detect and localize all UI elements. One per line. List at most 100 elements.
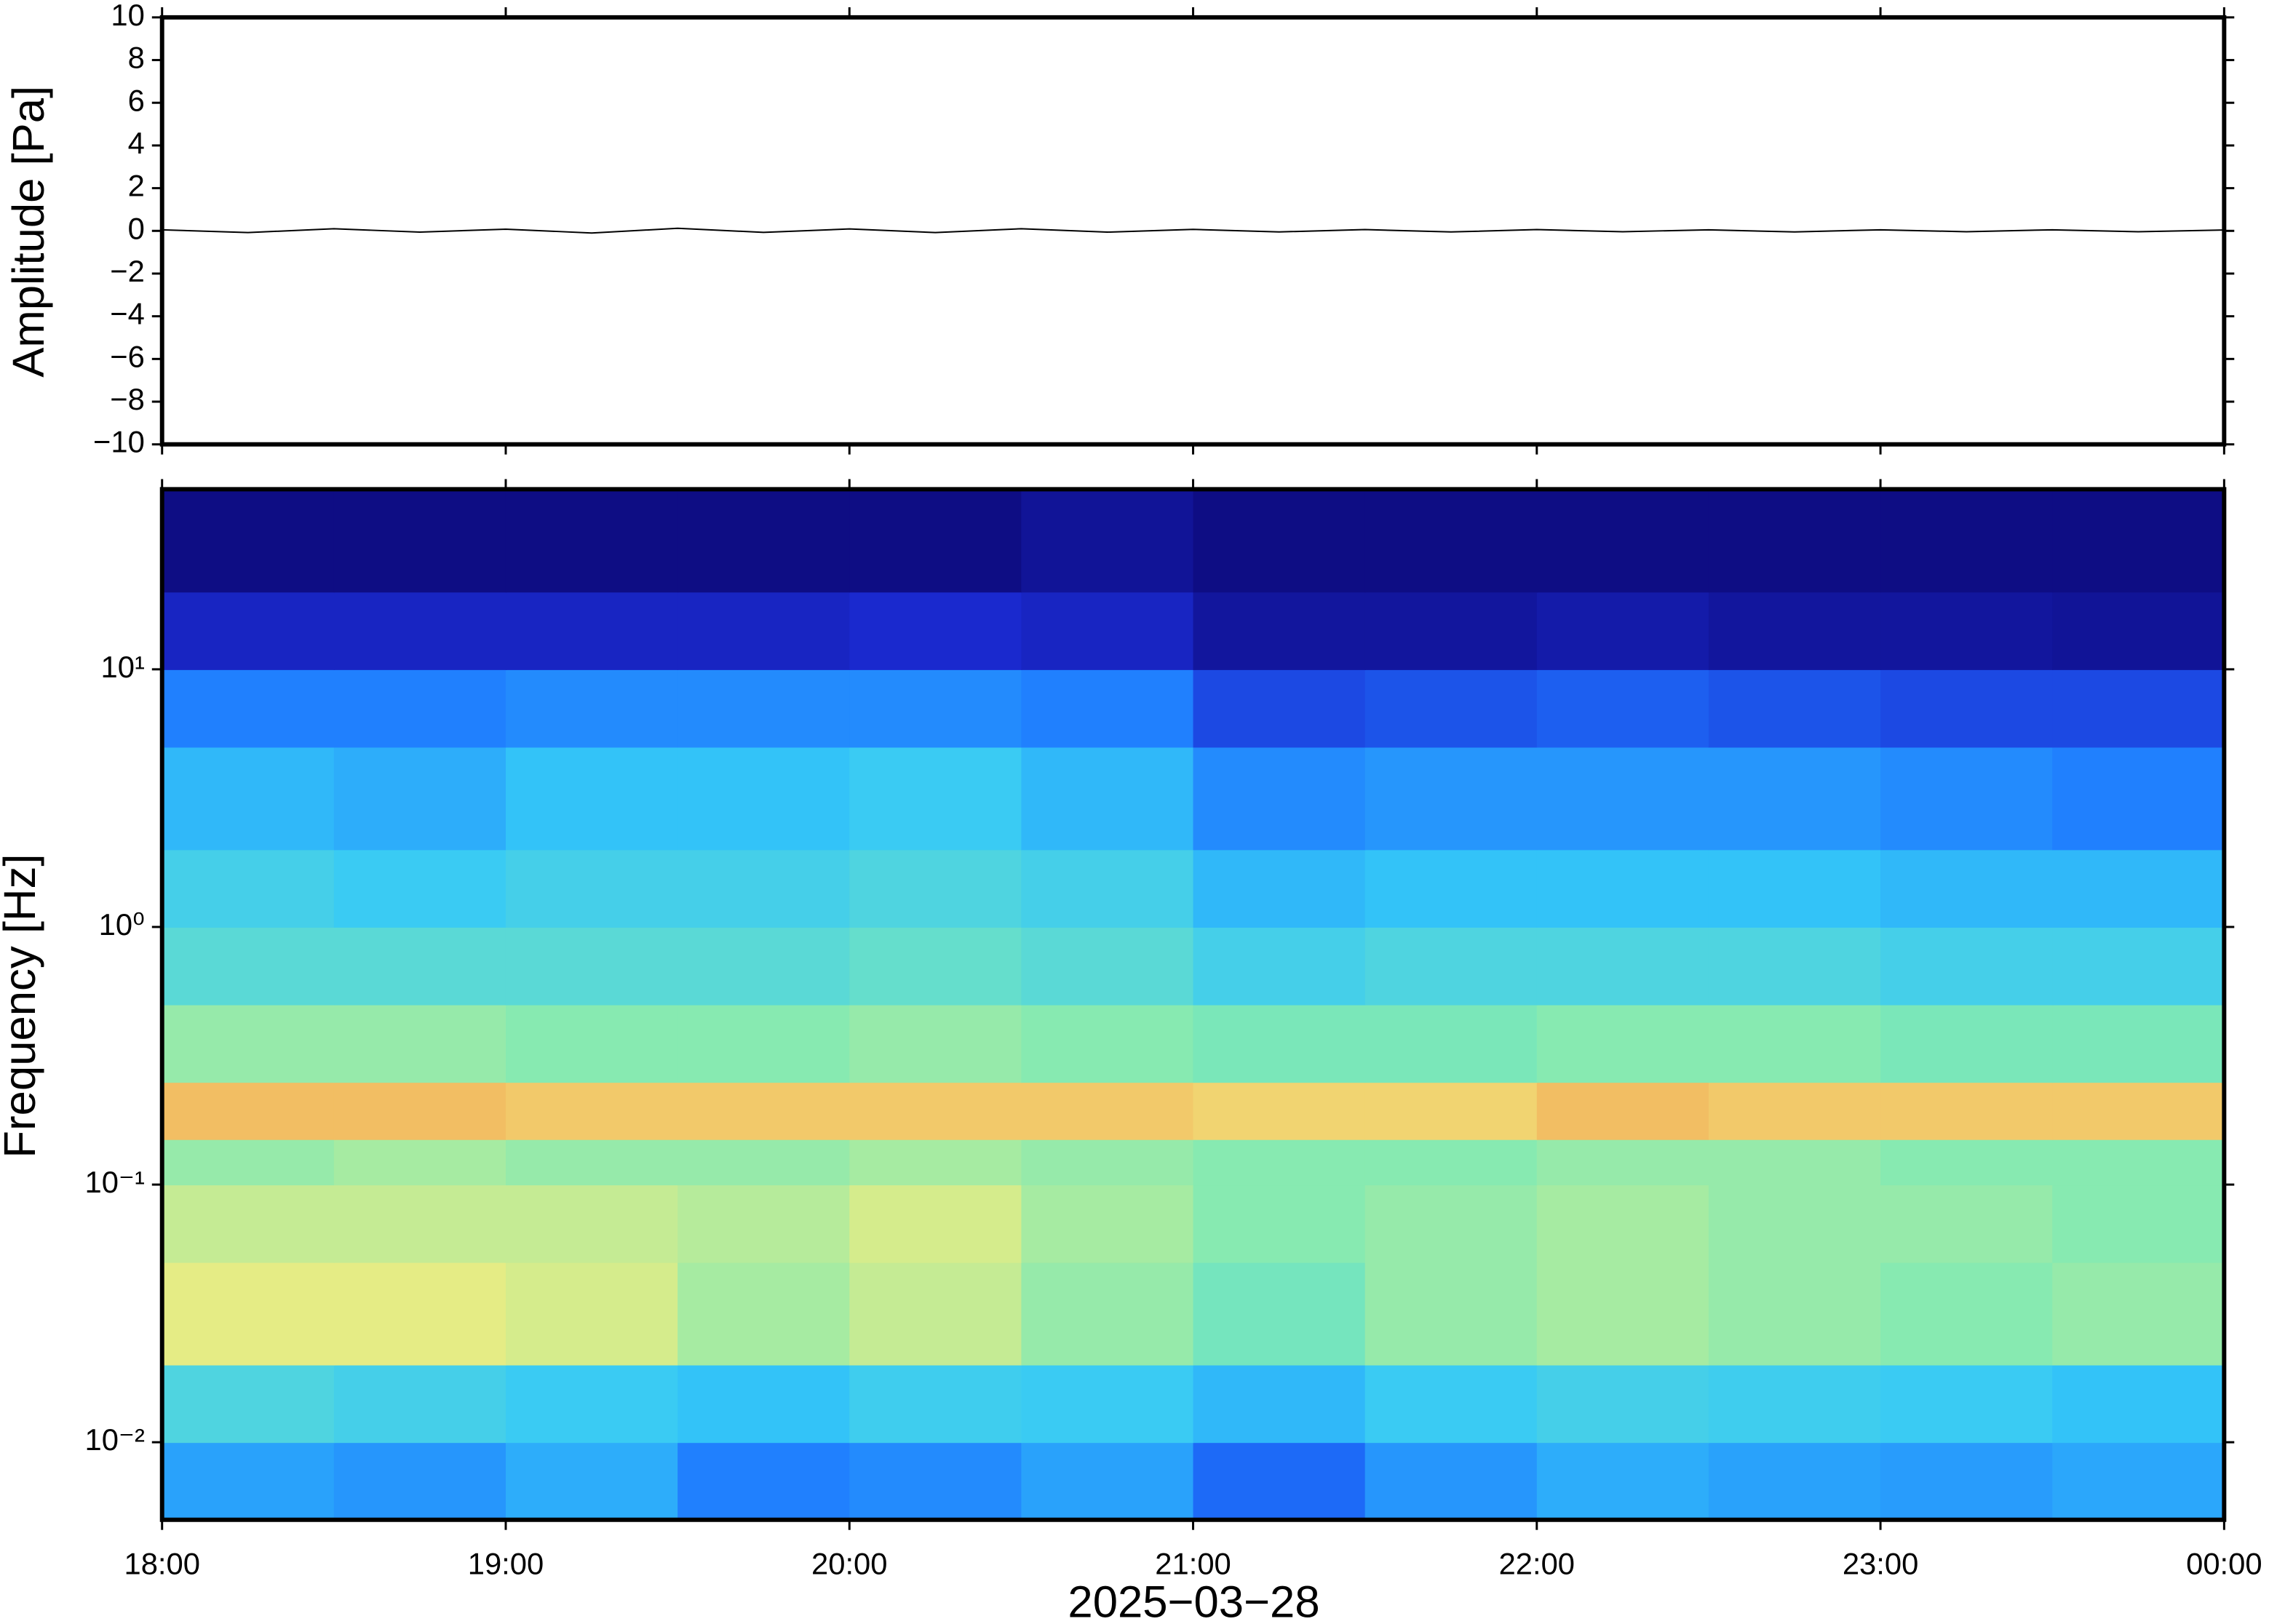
- spectrogram-cell: [1536, 669, 1709, 748]
- spectrogram-cell: [162, 669, 335, 748]
- y-axis-label: Amplitude [Pa]: [4, 86, 54, 378]
- spectrogram-cell: [333, 1139, 506, 1186]
- x-tick-label: 22:00: [1499, 1546, 1575, 1580]
- spectrogram-cell: [505, 1262, 679, 1366]
- spectrogram-cell: [1193, 849, 1366, 928]
- spectrogram-cell: [333, 1442, 506, 1521]
- spectrogram-cell: [1880, 926, 2054, 1006]
- spectrogram-cell: [162, 592, 335, 670]
- y-tick-label: 2: [128, 169, 145, 203]
- spectrogram-cell: [677, 1442, 851, 1521]
- spectrogram-cell: [849, 669, 1022, 748]
- y-tick-label: 8: [128, 41, 145, 75]
- spectrogram-cell: [1536, 1139, 1709, 1186]
- spectrogram-cell: [333, 1004, 506, 1083]
- spectrogram-cell: [677, 849, 851, 928]
- spectrogram-cell: [333, 489, 506, 593]
- spectrogram-cell: [849, 1139, 1022, 1186]
- spectrogram-cell: [1021, 926, 1194, 1006]
- spectrogram-cell: [1880, 669, 2054, 748]
- spectrogram-cell: [2052, 1442, 2225, 1521]
- spectrogram-cell: [1364, 849, 1538, 928]
- spectrogram-cell: [1536, 1442, 1709, 1521]
- spectrogram-cell: [162, 926, 335, 1006]
- y-tick-label: 10⁰: [99, 907, 145, 942]
- spectrogram-cell: [1536, 489, 1709, 593]
- spectrogram-cell: [505, 1364, 679, 1444]
- spectrogram-cell: [2052, 747, 2225, 851]
- spectrogram-cell: [1536, 1364, 1709, 1444]
- spectrogram-cell: [1708, 926, 1882, 1006]
- spectrogram-cell: [1021, 849, 1194, 928]
- spectrogram-cell: [333, 926, 506, 1006]
- spectrogram-cell: [333, 592, 506, 670]
- spectrogram-cell: [1364, 1082, 1538, 1140]
- spectrogram-cell: [505, 926, 679, 1006]
- spectrogram-cell: [1021, 1082, 1194, 1140]
- spectrogram-cell: [2052, 1364, 2225, 1444]
- spectrogram-cell: [1536, 849, 1709, 928]
- spectrogram-cell: [849, 1262, 1022, 1366]
- y-tick-label: −8: [110, 382, 145, 416]
- spectrogram-cell: [849, 1082, 1022, 1140]
- spectrogram-cell: [505, 592, 679, 670]
- spectrogram-cell: [162, 849, 335, 928]
- spectrogram-cell: [505, 489, 679, 593]
- spectrogram-cell: [1193, 1082, 1366, 1140]
- spectrogram-cell: [2052, 849, 2225, 928]
- y-tick-label: 10¹: [101, 650, 145, 684]
- spectrogram-cell: [1021, 747, 1194, 851]
- spectrogram-cell: [1364, 1004, 1538, 1083]
- x-tick-label: 19:00: [468, 1546, 544, 1580]
- y-axis-label: Frequency [Hz]: [0, 854, 45, 1158]
- spectrogram-cell: [1708, 1139, 1882, 1186]
- spectrogram-cell: [677, 592, 851, 670]
- spectrogram-cell: [1364, 1364, 1538, 1444]
- spectrogram-cell: [1880, 1082, 2054, 1140]
- spectrogram-cell: [162, 1262, 335, 1366]
- spectrogram-cell: [333, 1185, 506, 1263]
- spectrogram-cell: [1021, 1139, 1194, 1186]
- spectrogram-cell: [1021, 489, 1194, 593]
- y-tick-label: 4: [128, 126, 145, 160]
- x-tick-label: 18:00: [124, 1546, 199, 1580]
- spectrogram-cell: [1021, 1262, 1194, 1366]
- spectrogram-cell: [1193, 489, 1366, 593]
- y-tick-label: 0: [128, 211, 145, 245]
- spectrogram-cell: [1708, 1442, 1882, 1521]
- spectrogram-cell: [677, 1364, 851, 1444]
- spectrogram-cell: [1364, 1185, 1538, 1263]
- spectrogram-cell: [333, 849, 506, 928]
- spectrogram-cell: [849, 849, 1022, 928]
- spectrogram-cell: [849, 489, 1022, 593]
- spectrogram-cell: [1021, 1185, 1194, 1263]
- spectrogram-cell: [1880, 1004, 2054, 1083]
- spectrogram-cell: [677, 1139, 851, 1186]
- spectrogram-cell: [1880, 849, 2054, 928]
- spectrogram-cell: [849, 1004, 1022, 1083]
- spectrogram-cell: [1021, 1004, 1194, 1083]
- spectrogram-cell: [1193, 1442, 1366, 1521]
- spectrogram-cell: [1880, 1185, 2054, 1263]
- spectrogram-cell: [1536, 747, 1709, 851]
- spectrogram-cell: [1708, 1262, 1882, 1366]
- spectrogram-cell: [1364, 926, 1538, 1006]
- spectrogram-cell: [2052, 1004, 2225, 1083]
- spectrogram-cell: [849, 926, 1022, 1006]
- spectrogram-cell: [1021, 1442, 1194, 1521]
- x-tick-label: 21:00: [1155, 1546, 1231, 1580]
- spectrogram-cell: [2052, 592, 2225, 670]
- spectrogram-cell: [162, 1004, 335, 1083]
- spectrogram-cell: [1536, 1185, 1709, 1263]
- spectrogram-cell: [2052, 926, 2225, 1006]
- x-tick-label: 23:00: [1843, 1546, 1918, 1580]
- spectrogram-cell: [2052, 669, 2225, 748]
- spectrogram-cell: [1364, 1442, 1538, 1521]
- spectrogram-cell: [1536, 926, 1709, 1006]
- spectrogram-cell: [1364, 1139, 1538, 1186]
- spectrogram-cell: [1536, 592, 1709, 670]
- spectrogram-cell: [2052, 1139, 2225, 1186]
- y-tick-label: −2: [110, 254, 145, 288]
